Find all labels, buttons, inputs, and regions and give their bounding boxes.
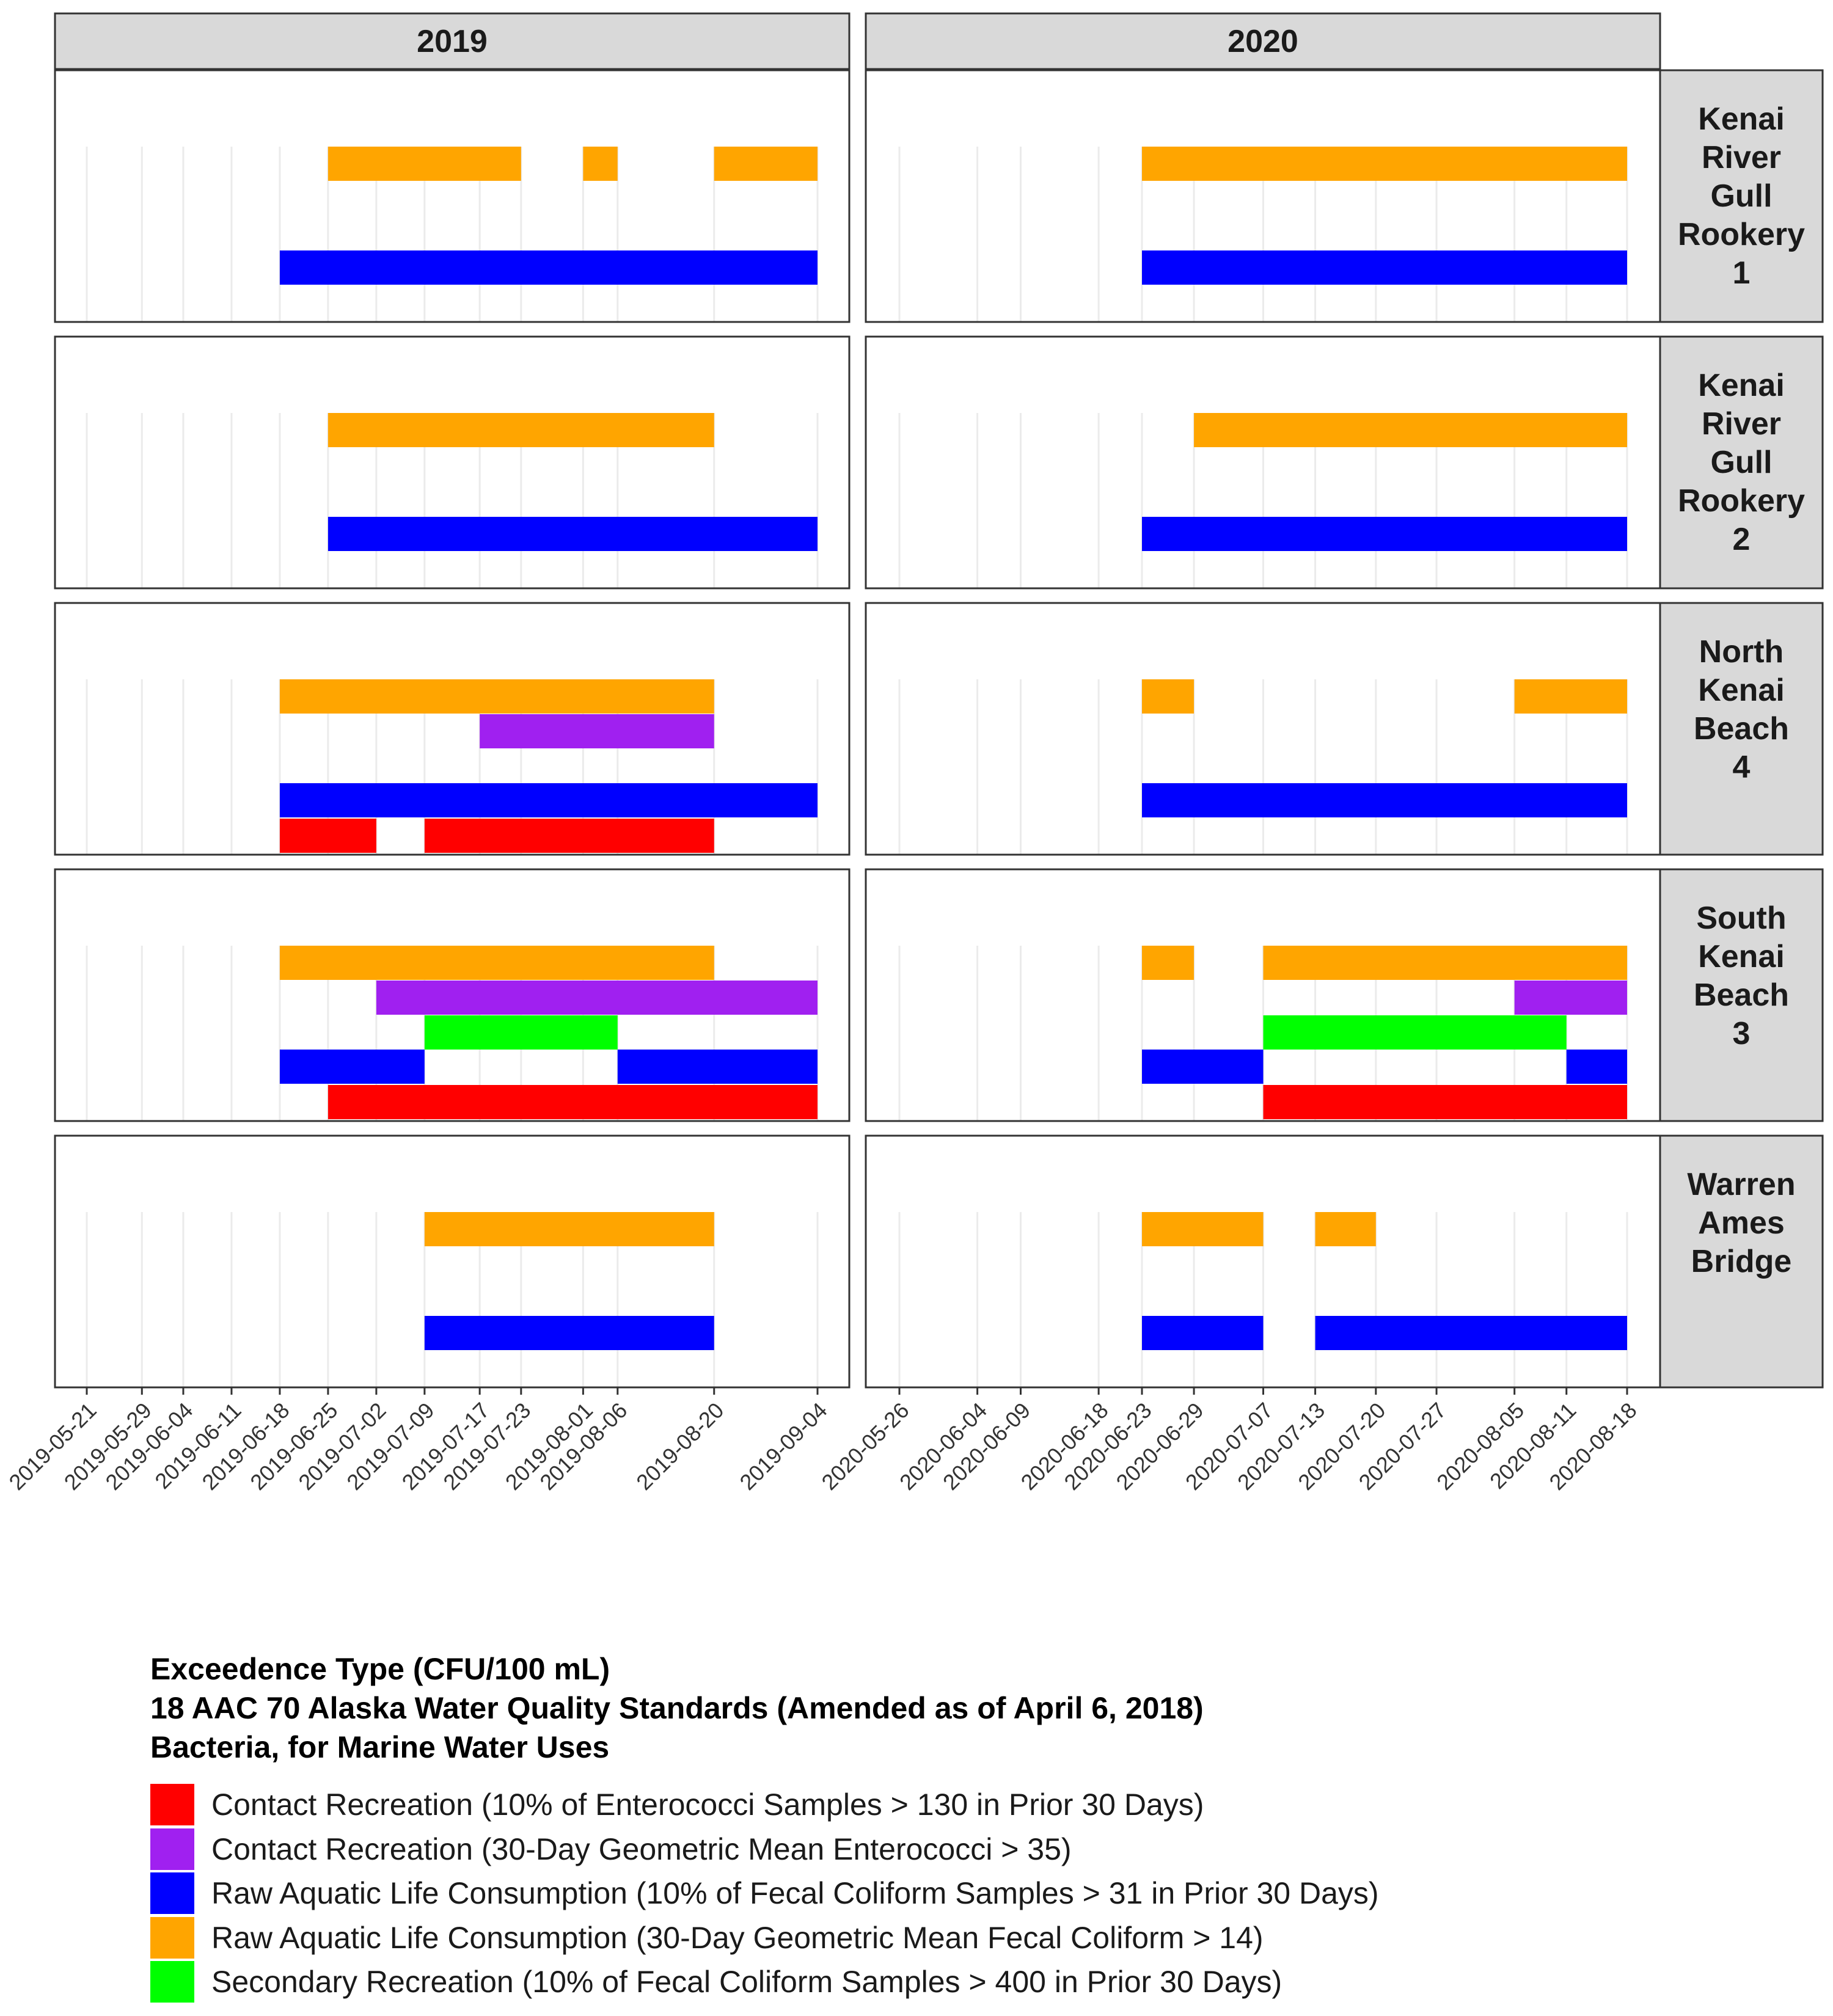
exceedence-bar <box>617 1050 818 1084</box>
column-strip <box>865 12 1661 70</box>
exceedence-bar <box>1514 679 1627 714</box>
row-strip-label: Kenai <box>1698 101 1785 137</box>
legend-label: Secondary Recreation (10% of Fecal Colif… <box>211 1965 1282 2000</box>
exceedence-bar <box>714 147 818 181</box>
exceedence-bar <box>583 147 618 181</box>
row-strip-label: Rookery <box>1678 483 1805 519</box>
row-strip-label: Rookery <box>1678 217 1805 252</box>
exceedence-bar <box>1315 1316 1627 1350</box>
row-strip-label: 4 <box>1733 750 1751 785</box>
exceedence-bar <box>1263 1085 1627 1119</box>
exceedence-bar <box>327 517 818 551</box>
legend-label: Raw Aquatic Life Consumption (30-Day Geo… <box>211 1920 1264 1955</box>
exceedence-bar <box>424 819 714 853</box>
faceted-exceedence-chart: 2019 2020KenaiRiverGullRookery1KenaiRiver… <box>4 12 1824 1495</box>
legend-title-line: Exceedence Type (CFU/100 mL) <box>150 1652 610 1686</box>
exceedence-bar <box>1142 517 1627 551</box>
row-strip-label: Gull <box>1710 445 1772 480</box>
exceedence-bar <box>1142 147 1627 181</box>
x-tick-label: 2019-08-20 <box>631 1398 728 1495</box>
exceedence-bar <box>424 1316 714 1350</box>
exceedence-bar <box>279 946 714 980</box>
exceedence-bar <box>279 250 818 285</box>
row-strip-label: Warren <box>1687 1167 1795 1202</box>
panel-border <box>54 69 851 323</box>
column-strip-label: 2020 <box>1227 24 1298 59</box>
exceedence-bar <box>1142 946 1195 980</box>
legend-swatch <box>150 1961 194 2003</box>
row-strip-label: 2 <box>1733 522 1751 557</box>
exceedence-bar <box>327 413 714 447</box>
exceedence-bar <box>279 679 714 714</box>
legend-label: Raw Aquatic Life Consumption (10% of Fec… <box>211 1876 1379 1911</box>
legend-title-line: 18 AAC 70 Alaska Water Quality Standards… <box>150 1691 1204 1725</box>
legend-items: Contact Recreation (10% of Enterococci S… <box>150 1783 1379 2004</box>
exceedence-bar <box>376 981 818 1015</box>
legend-swatch <box>150 1916 194 1959</box>
legend-swatch <box>150 1784 194 1826</box>
legend-title-line: Bacteria, for Marine Water Uses <box>150 1730 610 1764</box>
column-strip <box>54 12 851 70</box>
row-strip-label: Ames <box>1698 1205 1785 1241</box>
exceedence-bar <box>1194 413 1627 447</box>
exceedence-bar <box>279 819 376 853</box>
exceedence-bar <box>1142 783 1627 817</box>
exceedence-bar <box>1142 250 1627 285</box>
legend-item: Contact Recreation (30-Day Geometric Mea… <box>150 1827 1379 1872</box>
row-strip-label: Kenai <box>1698 368 1785 403</box>
exceedence-bar <box>1142 1212 1264 1246</box>
row-strip-label: Kenai <box>1698 673 1785 708</box>
x-tick-label: 2019-09-04 <box>734 1398 832 1495</box>
exceedence-bar <box>279 783 818 817</box>
legend-label: Contact Recreation (30-Day Geometric Mea… <box>211 1832 1072 1866</box>
exceedence-bar <box>424 1015 618 1050</box>
exceedence-bar <box>327 147 521 181</box>
legend: Exceedence Type (CFU/100 mL) 18 AAC 70 A… <box>150 1649 1379 2004</box>
row-strip-label: River <box>1702 406 1781 442</box>
row-strip <box>1659 602 1824 856</box>
panel-border <box>54 602 851 856</box>
legend-swatch <box>150 1872 194 1915</box>
row-strip-label: 1 <box>1733 255 1751 291</box>
legend-title: Exceedence Type (CFU/100 mL) 18 AAC 70 A… <box>150 1649 1379 1767</box>
row-strip-label: Beach <box>1694 977 1789 1013</box>
row-strip-label: Gull <box>1710 178 1772 214</box>
panel-border <box>54 335 851 590</box>
row-strip-label: Beach <box>1694 711 1789 747</box>
row-strip-label: River <box>1702 140 1781 175</box>
panel-border <box>54 868 851 1122</box>
legend-label: Contact Recreation (10% of Enterococci S… <box>211 1788 1204 1822</box>
exceedence-bar <box>1142 1316 1264 1350</box>
row-strip-label: South <box>1696 900 1786 936</box>
exceedence-bar <box>1514 981 1627 1015</box>
legend-item: Raw Aquatic Life Consumption (10% of Fec… <box>150 1871 1379 1916</box>
row-strip <box>1659 69 1824 323</box>
legend-item: Raw Aquatic Life Consumption (30-Day Geo… <box>150 1916 1379 1960</box>
row-strip-label: Kenai <box>1698 939 1785 974</box>
exceedence-bar <box>1263 1015 1567 1050</box>
exceedence-bar <box>279 1050 425 1084</box>
exceedence-bar <box>1566 1050 1627 1084</box>
row-strip <box>1659 868 1824 1122</box>
row-strip-label: 3 <box>1733 1016 1751 1051</box>
panel-border <box>54 1134 851 1389</box>
exceedence-bar <box>1142 679 1195 714</box>
row-strip-label: Bridge <box>1691 1244 1792 1279</box>
exceedence-bar <box>1315 1212 1376 1246</box>
legend-item: Contact Recreation (10% of Enterococci S… <box>150 1783 1379 1827</box>
legend-item: Secondary Recreation (10% of Fecal Colif… <box>150 1960 1379 2004</box>
exceedence-bar <box>327 1085 818 1119</box>
exceedence-bar <box>480 714 714 748</box>
exceedence-bar <box>424 1212 714 1246</box>
row-strip <box>1659 1134 1824 1389</box>
legend-swatch <box>150 1828 194 1870</box>
column-strip-label: 2019 <box>417 24 488 59</box>
row-strip <box>1659 335 1824 590</box>
exceedence-bar <box>1263 946 1627 980</box>
row-strip-label: North <box>1699 634 1784 670</box>
exceedence-bar <box>1142 1050 1264 1084</box>
